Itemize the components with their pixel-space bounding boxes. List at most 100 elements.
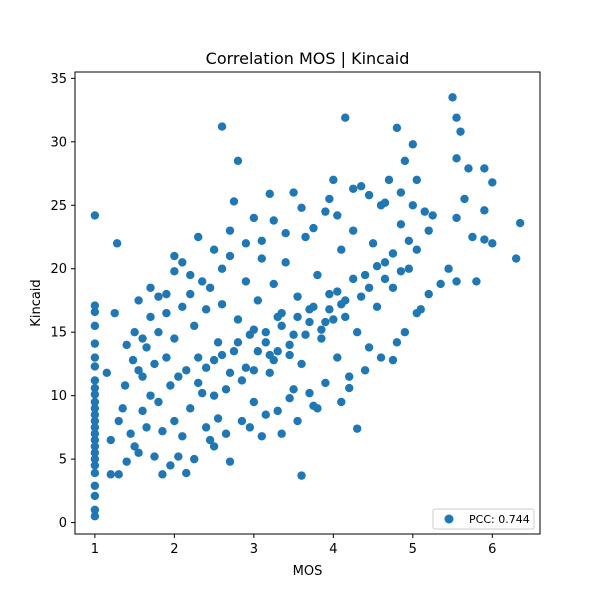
data-point <box>285 393 294 403</box>
data-point <box>444 264 453 273</box>
data-point <box>158 470 167 479</box>
data-point <box>233 315 243 324</box>
data-point <box>229 197 239 206</box>
data-point <box>384 175 394 185</box>
data-point <box>297 203 306 213</box>
data-point <box>281 258 290 267</box>
data-point <box>201 423 211 432</box>
data-point <box>412 245 421 254</box>
data-point <box>90 339 100 348</box>
data-point <box>174 452 183 461</box>
data-point <box>392 123 402 133</box>
data-point <box>241 277 251 286</box>
data-point <box>456 127 465 136</box>
chart-title: Correlation MOS | Kincaid <box>206 49 410 68</box>
data-point <box>345 372 354 381</box>
data-point <box>329 315 338 324</box>
data-point <box>241 363 251 372</box>
data-point <box>186 289 195 299</box>
data-point <box>376 353 386 362</box>
data-point <box>249 325 259 334</box>
data-point <box>301 330 310 339</box>
x-axis-label: MOS <box>293 564 323 579</box>
data-point <box>261 410 270 419</box>
data-point <box>197 388 207 398</box>
data-point <box>313 270 322 280</box>
data-point <box>404 236 414 246</box>
data-point <box>114 470 123 479</box>
data-point <box>158 426 167 436</box>
data-point <box>142 423 151 432</box>
data-point <box>396 267 406 276</box>
legend-label: PCC: 0.744 <box>469 513 530 526</box>
data-point <box>333 287 342 296</box>
data-point <box>257 236 266 246</box>
data-point <box>325 289 334 299</box>
data-point <box>90 383 100 393</box>
data-point <box>138 334 147 343</box>
data-point <box>309 223 318 233</box>
data-point <box>194 353 203 362</box>
data-point <box>321 207 330 216</box>
data-point <box>265 189 274 199</box>
data-point <box>257 254 266 263</box>
y-tick-label: 30 <box>50 135 67 150</box>
data-point <box>237 376 247 385</box>
x-tick-label: 1 <box>91 542 99 557</box>
y-tick-label: 5 <box>59 453 67 468</box>
data-point <box>146 283 155 292</box>
data-point <box>213 338 223 347</box>
data-point <box>90 307 100 317</box>
legend-marker <box>444 514 454 524</box>
data-point <box>170 334 179 343</box>
data-point <box>265 368 274 378</box>
data-point <box>130 327 139 337</box>
data-point <box>90 429 100 438</box>
data-point <box>364 190 374 200</box>
data-point <box>424 226 433 235</box>
y-axis-ticks: 0 5 10 15 20 25 30 35 <box>50 72 75 531</box>
data-point <box>138 406 147 416</box>
data-point <box>313 404 322 413</box>
data-point <box>293 312 302 322</box>
data-point <box>90 454 100 464</box>
data-point <box>380 274 390 284</box>
data-point <box>305 388 314 398</box>
data-point <box>480 235 489 244</box>
data-point <box>182 468 191 478</box>
data-point <box>325 194 334 204</box>
data-point <box>345 383 354 393</box>
data-point <box>90 435 100 445</box>
data-point <box>293 416 302 426</box>
data-point <box>245 423 255 432</box>
data-point <box>269 216 278 225</box>
data-point <box>221 429 231 438</box>
data-point <box>253 347 263 356</box>
data-point <box>225 368 235 378</box>
data-point <box>472 277 481 286</box>
data-point <box>213 414 223 423</box>
data-point <box>265 350 274 360</box>
data-point <box>90 461 100 470</box>
data-point <box>90 442 100 451</box>
data-point <box>122 340 131 350</box>
data-point <box>281 228 290 238</box>
data-point <box>209 442 219 451</box>
data-point <box>249 397 259 407</box>
data-point <box>178 302 187 312</box>
data-point <box>90 416 100 426</box>
data-point <box>293 292 302 301</box>
data-point <box>150 359 159 369</box>
y-tick-label: 0 <box>59 516 67 531</box>
data-point <box>329 175 338 185</box>
data-point <box>289 330 298 339</box>
data-point <box>90 468 100 478</box>
data-point <box>130 442 139 451</box>
data-point <box>452 213 461 223</box>
data-point <box>364 343 374 352</box>
data-point <box>333 353 342 362</box>
data-point <box>277 321 286 331</box>
data-point <box>142 343 151 352</box>
data-point <box>146 312 155 322</box>
